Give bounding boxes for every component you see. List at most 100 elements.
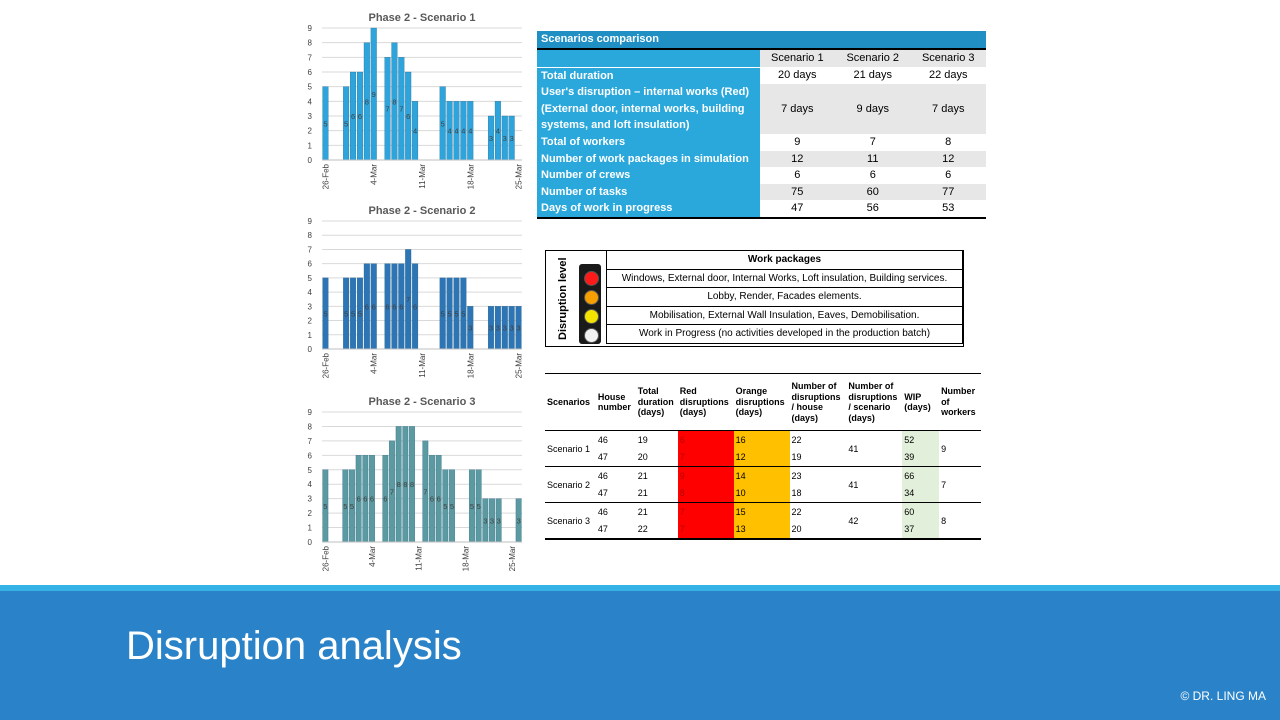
work-package-item-red: Windows, External door, Internal Works, … (606, 268, 963, 288)
x-tick-label: 26-Feb (321, 352, 330, 378)
red-disruption-cell: 9 (677, 466, 734, 485)
x-tick-label: 4-Mar (370, 353, 379, 374)
comparison-cell: 9 days (835, 84, 911, 134)
y-tick-label: 9 (308, 217, 313, 226)
comparison-row-label: Total of workers (537, 134, 760, 151)
orange-disruption-cell: 12 (733, 448, 790, 467)
wip-cell: 66 (902, 466, 940, 485)
red-lamp-icon (584, 271, 599, 286)
bar-data-label: 6 (370, 495, 374, 504)
comparison-row: Number of crews 6 6 6 (537, 167, 986, 184)
bar-data-label: 6 (365, 302, 369, 311)
comparison-cell: 6 (794, 169, 801, 181)
y-tick-label: 5 (308, 83, 313, 92)
comparison-header-scenario-2: Scenario 2 (835, 49, 911, 67)
bar-data-label: 4 (448, 127, 452, 136)
per-scenario-cell: 42 (846, 502, 903, 540)
disruption-results-table: Scenarios House number Total duration (d… (545, 373, 981, 540)
bar-data-label: 3 (483, 516, 487, 525)
wip-cell: 60 (902, 502, 940, 521)
bar-data-label: 8 (365, 97, 369, 106)
y-tick-label: 2 (308, 127, 313, 136)
bar-data-label: 6 (413, 302, 417, 311)
bar-data-label: 5 (450, 502, 454, 511)
work-package-item-white: Work in Progress (no activities develope… (606, 324, 963, 344)
work-packages-legend: Disruption level Work packages Windows, … (545, 250, 964, 347)
workers-cell: 7 (939, 466, 981, 503)
work-packages-table: Work packages Windows, External door, In… (606, 250, 963, 344)
y-tick-label: 0 (308, 345, 313, 354)
table-row: 47 21 8 10 18 34 (545, 484, 981, 503)
bar-data-label: 8 (397, 480, 401, 489)
comparison-cell: 8 (945, 136, 952, 148)
bar-data-label: 6 (363, 495, 367, 504)
house-cell: 47 (595, 484, 636, 503)
bar-data-label: 3 (503, 134, 507, 143)
duration-cell: 21 (637, 506, 648, 517)
comparison-cell: 12 (759, 150, 836, 167)
results-header: WIP (days) (902, 373, 940, 431)
comparison-row-label: Number of tasks (537, 183, 760, 200)
disruption-level-text: Disruption level (557, 257, 569, 340)
y-tick-label: 0 (308, 538, 313, 547)
comparison-header-scenario-1: Scenario 1 (759, 49, 836, 67)
bar-data-label: 7 (406, 295, 410, 304)
comparison-row: Total duration 20 days 21 days 22 days (537, 67, 986, 84)
bar-data-label: 6 (351, 112, 355, 121)
bar-data-label: 4 (496, 127, 500, 136)
x-tick-label: 11-Mar (418, 164, 427, 189)
y-tick-label: 5 (308, 274, 313, 283)
bar-data-label: 5 (358, 309, 362, 318)
bar-data-label: 7 (399, 105, 403, 114)
comparison-cell: 75 (759, 183, 836, 200)
copyright-notice: © DR. LING MA (1180, 689, 1266, 703)
comparison-cell: 22 days (928, 69, 968, 82)
red-disruption-cell: 7 (677, 520, 734, 540)
y-tick-label: 3 (308, 302, 313, 311)
bar-data-label: 5 (323, 119, 327, 128)
red-disruption-cell: 7 (677, 502, 734, 521)
comparison-cell: 6 (869, 169, 876, 181)
comparison-cell: 60 (835, 183, 911, 200)
bar-data-label: 6 (399, 302, 403, 311)
x-tick-label: 18-Mar (466, 164, 475, 190)
house-cell: 46 (597, 506, 608, 517)
bar-data-label: 6 (357, 495, 361, 504)
y-tick-label: 7 (308, 245, 313, 254)
scenario-cell: Scenario 3 (545, 502, 596, 540)
per-house-cell: 22 (791, 434, 802, 445)
y-tick-label: 6 (308, 451, 313, 460)
comparison-row-label: Total duration (537, 67, 760, 84)
per-house-cell: 18 (789, 484, 847, 503)
chart-title: Phase 2 - Scenario 1 (369, 12, 476, 24)
x-tick-label: 25-Mar (508, 546, 517, 572)
bar-data-label: 3 (503, 324, 507, 333)
x-tick-label: 4-Mar (368, 546, 377, 567)
bar-data-label: 5 (323, 502, 327, 511)
bar-data-label: 6 (358, 112, 362, 121)
bar-data-label: 4 (461, 127, 465, 136)
bar-data-label: 5 (443, 502, 447, 511)
work-packages-header: Work packages (606, 250, 963, 270)
y-tick-label: 8 (308, 422, 313, 431)
bar-data-label: 5 (343, 502, 347, 511)
orange-disruption-cell: 15 (733, 502, 790, 521)
y-tick-label: 2 (308, 317, 313, 326)
house-cell: 47 (595, 448, 636, 467)
duration-cell: 21 (637, 470, 648, 481)
comparison-cell: 12 (910, 150, 986, 167)
scenarios-comparison-table: Scenarios comparison Scenario 1 Scenario… (537, 31, 986, 219)
bar-data-label: 3 (516, 324, 520, 333)
bar-data-label: 7 (423, 487, 427, 496)
bar-data-label: 3 (489, 324, 493, 333)
house-cell: 46 (597, 434, 608, 445)
orange-lamp-icon (584, 290, 599, 305)
comparison-cell: 53 (910, 200, 986, 219)
bar-data-label: 8 (392, 97, 396, 106)
y-tick-label: 8 (308, 39, 313, 48)
comparison-cell: 77 (910, 183, 986, 200)
